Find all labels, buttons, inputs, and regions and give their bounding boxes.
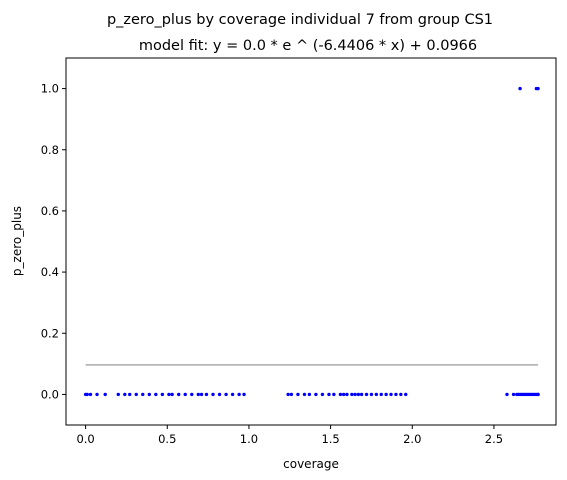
data-point bbox=[148, 393, 151, 396]
data-point bbox=[512, 393, 515, 396]
data-point bbox=[190, 393, 193, 396]
data-point bbox=[286, 393, 289, 396]
data-point bbox=[375, 393, 378, 396]
data-point bbox=[296, 393, 299, 396]
data-point bbox=[399, 393, 402, 396]
data-point bbox=[104, 393, 107, 396]
y-axis-ticks: 0.0 0.2 0.4 0.6 0.8 1.0 bbox=[41, 82, 66, 402]
data-point bbox=[389, 393, 392, 396]
data-point bbox=[117, 393, 120, 396]
data-point bbox=[218, 393, 221, 396]
x-tick-label: 1.5 bbox=[321, 432, 339, 446]
y-axis-label: p_zero_plus bbox=[10, 206, 24, 276]
data-point bbox=[342, 393, 345, 396]
data-point bbox=[128, 393, 131, 396]
x-tick-label: 0.0 bbox=[76, 432, 94, 446]
data-point bbox=[177, 393, 180, 396]
data-point bbox=[95, 393, 98, 396]
data-point bbox=[380, 393, 383, 396]
data-point bbox=[314, 393, 317, 396]
data-point bbox=[353, 393, 356, 396]
data-point bbox=[237, 393, 240, 396]
data-point bbox=[211, 393, 214, 396]
y-tick-label: 1.0 bbox=[41, 82, 59, 96]
data-point bbox=[231, 393, 234, 396]
data-point bbox=[505, 393, 508, 396]
x-axis-ticks: 0.0 0.5 1.0 1.5 2.0 2.5 bbox=[76, 425, 503, 446]
data-point bbox=[154, 393, 157, 396]
data-point bbox=[170, 393, 173, 396]
data-point bbox=[135, 393, 138, 396]
data-point bbox=[123, 393, 126, 396]
plot-frame bbox=[66, 58, 556, 425]
data-point bbox=[197, 393, 200, 396]
data-point bbox=[365, 393, 368, 396]
data-point bbox=[360, 393, 363, 396]
data-point bbox=[404, 393, 407, 396]
data-point bbox=[303, 393, 306, 396]
data-point bbox=[357, 393, 360, 396]
data-point bbox=[242, 393, 245, 396]
data-point bbox=[536, 393, 539, 396]
y-tick-label: 0.4 bbox=[41, 265, 59, 279]
data-point bbox=[339, 393, 342, 396]
data-point bbox=[384, 393, 387, 396]
chart-title-line-2: model fit: y = 0.0 * e ^ (-6.4406 * x) +… bbox=[139, 38, 477, 54]
data-point bbox=[332, 393, 335, 396]
chart-title-line-1: p_zero_plus by coverage individual 7 fro… bbox=[107, 12, 493, 28]
data-point bbox=[290, 393, 293, 396]
y-tick-label: 0.6 bbox=[41, 204, 59, 218]
y-tick-label: 0.8 bbox=[41, 143, 59, 157]
data-point bbox=[394, 393, 397, 396]
x-axis-label: coverage bbox=[283, 457, 339, 471]
data-point bbox=[370, 393, 373, 396]
x-tick-label: 0.5 bbox=[158, 432, 176, 446]
data-point bbox=[327, 393, 330, 396]
data-point bbox=[205, 393, 208, 396]
data-point bbox=[89, 393, 92, 396]
data-points-layer bbox=[84, 87, 540, 396]
data-point bbox=[86, 393, 89, 396]
data-point bbox=[518, 87, 521, 90]
x-tick-label: 1.0 bbox=[240, 432, 258, 446]
y-tick-label: 0.2 bbox=[41, 326, 59, 340]
data-point bbox=[224, 393, 227, 396]
x-tick-label: 2.5 bbox=[485, 432, 503, 446]
x-tick-label: 2.0 bbox=[403, 432, 421, 446]
data-point bbox=[345, 393, 348, 396]
data-point bbox=[321, 393, 324, 396]
data-point bbox=[350, 393, 353, 396]
y-tick-label: 0.0 bbox=[41, 387, 59, 401]
data-point bbox=[200, 393, 203, 396]
data-point bbox=[141, 393, 144, 396]
data-point bbox=[536, 87, 539, 90]
data-point bbox=[167, 393, 170, 396]
data-point bbox=[161, 393, 164, 396]
data-point bbox=[308, 393, 311, 396]
data-point bbox=[184, 393, 187, 396]
